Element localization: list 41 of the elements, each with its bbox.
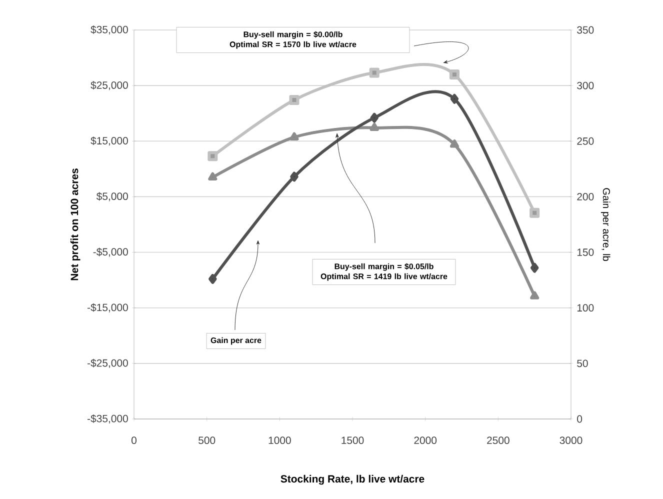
x-tick-label: 2000 (414, 436, 437, 444)
y-tick-label: $35,000 (90, 25, 128, 35)
y2-tick-label: 250 (577, 137, 594, 145)
point (530, 208, 540, 218)
point (449, 69, 460, 80)
y2-tick-label: 350 (577, 26, 594, 34)
point (208, 274, 217, 284)
y2-tick-label: 150 (577, 248, 594, 256)
point (370, 112, 378, 123)
y2-tick-label: 200 (577, 193, 594, 200)
y-tick-label: $25,000 (90, 81, 128, 90)
point (369, 68, 380, 78)
point (450, 139, 460, 148)
point (290, 172, 298, 182)
x-tick-label: 1500 (342, 436, 364, 444)
x-tick-label: 1000 (268, 436, 291, 444)
y-axis-title: Net profit on 100 acres (70, 168, 80, 280)
y2-tick-label: 300 (577, 82, 594, 90)
x-axis-title: Stocking Rate, lb live wt/acre (280, 474, 424, 485)
point (530, 262, 539, 273)
y-tick-label: -$15,000 (88, 303, 128, 312)
x-tick-label: 2500 (487, 436, 510, 444)
x-tick-label: 500 (198, 436, 216, 444)
x-tick-label: 0 (132, 436, 137, 444)
x-tick-label: 3000 (560, 436, 582, 444)
point (289, 95, 300, 106)
y-tick-label: $5,000 (96, 192, 128, 202)
point (370, 122, 379, 132)
y-tick-label: -$35,000 (88, 414, 128, 424)
point (290, 132, 299, 140)
y-tick-label: -$25,000 (88, 358, 128, 368)
point (450, 94, 459, 104)
y-tick-label: -$5,000 (93, 248, 128, 257)
y2-tick-label: 100 (577, 304, 594, 312)
point (208, 172, 218, 181)
y2-tick-label: 0 (577, 415, 582, 423)
point (208, 151, 218, 162)
y2-tick-label: 50 (577, 360, 588, 368)
point (530, 291, 540, 300)
y-tick-label: $15,000 (90, 136, 128, 146)
y2-axis-title: Gain per acre, lb (600, 188, 610, 261)
